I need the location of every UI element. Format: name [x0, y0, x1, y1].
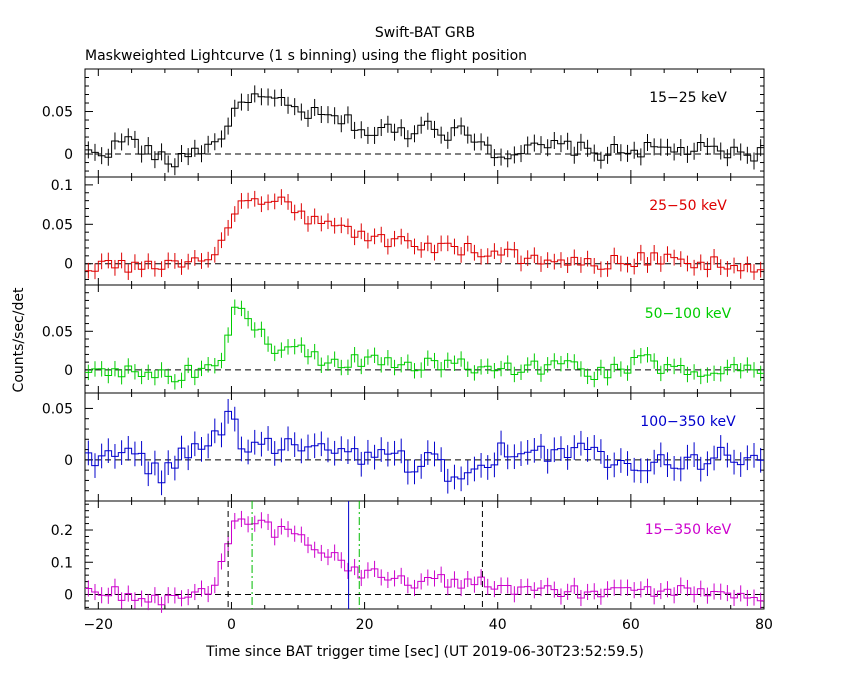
series-step-line	[85, 306, 764, 383]
panel-4: 0 0.05 100−350 keV	[42, 392, 765, 502]
panel-frame	[84, 500, 765, 610]
panel-frame	[84, 392, 765, 502]
panel-3: 0 0.05 50−100 keV	[42, 284, 765, 394]
y-tick-label: 0.05	[42, 105, 73, 121]
y-tick-label: 0.2	[51, 523, 73, 539]
x-tick-label: 60	[622, 617, 640, 633]
panel-frame	[84, 176, 765, 286]
chart-subtitle: Maskweighted Lightcurve (1 s binning) us…	[85, 48, 527, 64]
data-series	[85, 510, 764, 613]
data-series	[85, 189, 764, 280]
y-tick-label: 0	[64, 363, 73, 379]
y-axis-label: Counts/sec/det	[11, 287, 27, 392]
series-step-line	[85, 410, 764, 484]
y-tick-label: 0.05	[42, 401, 73, 417]
band-label: 50−100 keV	[645, 306, 732, 322]
y-tick-label: 0	[64, 453, 73, 469]
x-tick-label: 80	[755, 617, 773, 633]
x-tick-label: −20	[84, 617, 114, 633]
chart-title: Swift-BAT GRB	[375, 25, 475, 41]
panel-5: 0 0.1 0.2 15−350 keV −20 0 20 40 60 80	[51, 500, 773, 633]
y-tick-label: 0	[64, 587, 73, 603]
y-tick-label: 0	[64, 147, 73, 163]
band-label: 25−50 keV	[649, 198, 727, 214]
band-label: 15−350 keV	[645, 522, 732, 538]
y-tick-label: 0.1	[51, 555, 73, 571]
data-series	[85, 85, 764, 176]
y-tick-label: 0.05	[42, 324, 73, 340]
x-tick-label: 40	[489, 617, 507, 633]
panel-2: 0 0.05 0.1 25−50 keV	[42, 176, 765, 286]
series-step-line	[85, 93, 764, 168]
panels: 0 0.05 15−25 keV 0 0.05 0.1 25−50 keV 0 0.05 50−1…	[42, 68, 773, 633]
data-series	[85, 399, 764, 496]
x-axis-label: Time since BAT trigger time [sec] (UT 20…	[205, 644, 644, 660]
band-label: 15−25 keV	[649, 90, 727, 106]
y-tick-label: 0	[64, 257, 73, 273]
x-tick-label: 20	[356, 617, 374, 633]
series-step-line	[85, 196, 764, 273]
x-tick-label: 0	[227, 617, 236, 633]
y-tick-label: 0.05	[42, 217, 73, 233]
panel-1: 0 0.05 15−25 keV	[42, 68, 765, 178]
y-tick-label: 0.1	[51, 178, 73, 194]
band-label: 100−350 keV	[640, 414, 736, 430]
panel-frame	[84, 284, 765, 394]
data-series	[85, 299, 764, 390]
